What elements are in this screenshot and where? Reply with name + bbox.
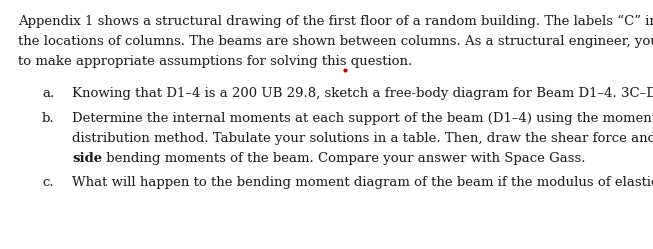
Text: b.: b. — [42, 112, 55, 124]
Text: the locations of columns. The beams are shown between columns. As a structural e: the locations of columns. The beams are … — [18, 35, 653, 48]
Text: a.: a. — [42, 87, 54, 100]
Text: to make appropriate assumptions for solving this question.: to make appropriate assumptions for solv… — [18, 55, 412, 68]
Text: Determine the internal moments at each support of the beam (D1–4) using the mome: Determine the internal moments at each s… — [72, 112, 653, 124]
Text: Knowing that D1–4 is a 200 UB 29.8, sketch a free-body diagram for Beam D1–4. 3C: Knowing that D1–4 is a 200 UB 29.8, sket… — [72, 87, 653, 100]
Text: bending moments of the beam. Compare your answer with Space Gass.: bending moments of the beam. Compare you… — [102, 152, 586, 165]
Text: distribution method. Tabulate your solutions in a table. Then, draw the shear fo: distribution method. Tabulate your solut… — [72, 132, 653, 145]
Text: Appendix 1 shows a structural drawing of the first floor of a random building. T: Appendix 1 shows a structural drawing of… — [18, 15, 653, 28]
Text: side: side — [72, 152, 102, 165]
Text: What will happen to the bending moment diagram of the beam if the modulus of ela: What will happen to the bending moment d… — [72, 176, 653, 189]
Text: c.: c. — [42, 176, 54, 189]
